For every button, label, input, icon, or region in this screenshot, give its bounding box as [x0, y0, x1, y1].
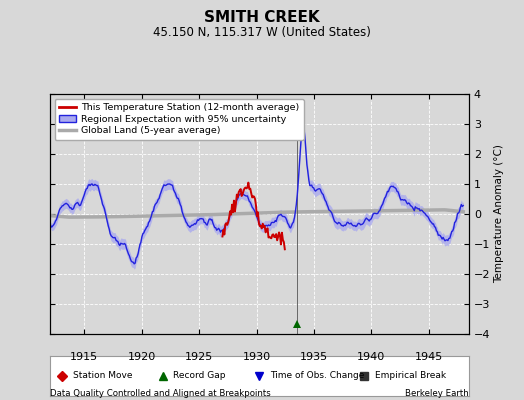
Text: 1935: 1935	[300, 352, 328, 362]
Text: 1945: 1945	[414, 352, 443, 362]
Text: Empirical Break: Empirical Break	[375, 372, 446, 380]
Y-axis label: Temperature Anomaly (°C): Temperature Anomaly (°C)	[495, 144, 505, 284]
Text: Record Gap: Record Gap	[173, 372, 226, 380]
Text: Station Move: Station Move	[73, 372, 133, 380]
Legend: This Temperature Station (12-month average), Regional Expectation with 95% uncer: This Temperature Station (12-month avera…	[54, 99, 304, 140]
Text: 1920: 1920	[127, 352, 156, 362]
Text: 1915: 1915	[70, 352, 99, 362]
Text: Data Quality Controlled and Aligned at Breakpoints: Data Quality Controlled and Aligned at B…	[50, 390, 270, 398]
Text: 45.150 N, 115.317 W (United States): 45.150 N, 115.317 W (United States)	[153, 26, 371, 39]
Text: Time of Obs. Change: Time of Obs. Change	[270, 372, 364, 380]
Text: 1925: 1925	[185, 352, 213, 362]
Text: SMITH CREEK: SMITH CREEK	[204, 10, 320, 25]
Text: Berkeley Earth: Berkeley Earth	[405, 390, 469, 398]
Text: 1940: 1940	[357, 352, 386, 362]
Text: 1930: 1930	[243, 352, 270, 362]
